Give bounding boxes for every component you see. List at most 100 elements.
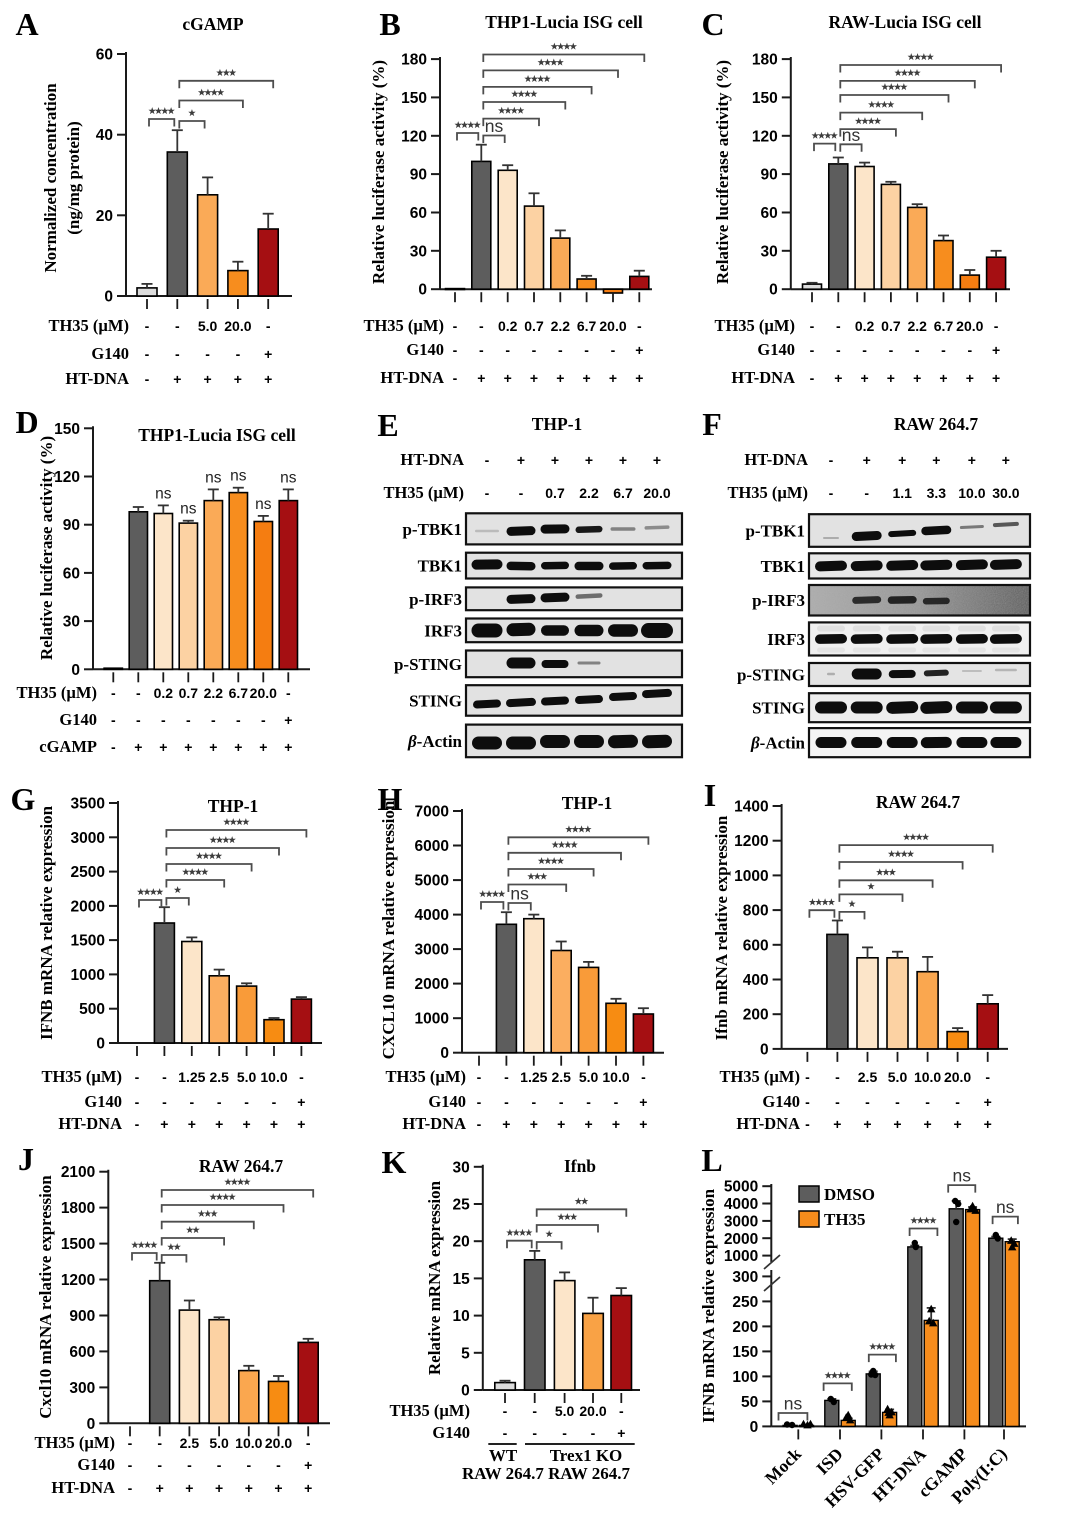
svg-text:-: - [479,318,484,334]
svg-text:2000: 2000 [415,976,449,993]
svg-text:ns: ns [996,1197,1015,1217]
svg-text:TBK1: TBK1 [761,557,805,576]
svg-text:+: + [653,452,661,468]
svg-text:cGAMP: cGAMP [39,737,97,756]
svg-text:C: C [701,6,724,42]
svg-text:10.0: 10.0 [602,1069,629,1085]
svg-text:0: 0 [418,282,427,299]
svg-text:+: + [245,1480,253,1496]
svg-text:cGAMP: cGAMP [182,14,244,34]
svg-text:-: - [532,342,537,358]
svg-text:-: - [889,342,894,358]
svg-text:-: - [175,346,180,362]
svg-text:0: 0 [104,289,113,306]
svg-text:1500: 1500 [61,1236,95,1253]
svg-text:-: - [485,485,490,501]
svg-text:90: 90 [761,167,778,184]
svg-text:2000: 2000 [724,1231,758,1248]
svg-text:G140: G140 [406,340,444,359]
svg-text:2.5: 2.5 [551,1069,571,1085]
svg-text:0.2: 0.2 [855,318,875,334]
svg-text:G140: G140 [91,344,129,363]
svg-text:-: - [641,1069,646,1085]
svg-text:+: + [887,370,895,386]
svg-text:+: + [159,739,167,755]
svg-text:-: - [244,1094,249,1110]
svg-text:+: + [243,1116,251,1132]
svg-text:+: + [992,342,1000,358]
svg-text:THP1-Lucia ISG cell: THP1-Lucia ISG cell [485,12,643,32]
svg-text:1.25: 1.25 [178,1069,205,1085]
svg-text:Relative luciferase activity: Relative luciferase activity (%) [37,436,56,660]
svg-text:-: - [205,346,210,362]
svg-text:10.0: 10.0 [235,1435,262,1451]
svg-text:5.0: 5.0 [555,1403,575,1419]
svg-text:20.0: 20.0 [579,1403,606,1419]
svg-text:-: - [805,1116,810,1132]
svg-text:TH35 (µM): TH35 (µM) [719,1067,800,1086]
svg-text:-: - [829,452,834,468]
svg-text:-: - [810,342,815,358]
svg-text:+: + [863,1116,871,1132]
svg-text:IRF3: IRF3 [767,630,805,649]
svg-text:-: - [504,1094,509,1110]
svg-text:120: 120 [752,128,778,145]
svg-text:2.5: 2.5 [209,1069,229,1085]
svg-text:200: 200 [743,1007,769,1024]
svg-text:+: + [913,370,921,386]
svg-text:90: 90 [63,517,80,534]
svg-text:0: 0 [87,1416,96,1433]
svg-text:-: - [145,371,150,387]
svg-text:+: + [274,1480,282,1496]
svg-text:-: - [994,318,999,334]
svg-text:500: 500 [79,1001,105,1018]
svg-text:ns: ns [205,469,222,486]
svg-text:-: - [157,1457,162,1473]
svg-text:-: - [614,1094,619,1110]
svg-text:-: - [157,1435,162,1451]
svg-text:600: 600 [69,1344,95,1361]
svg-text:-: - [477,1116,482,1132]
svg-text:30: 30 [410,243,427,260]
svg-text:180: 180 [401,52,427,69]
svg-text:1000: 1000 [415,1011,449,1028]
svg-text:B: B [379,6,400,42]
svg-text:60: 60 [96,47,113,64]
svg-text:0.7: 0.7 [545,485,565,501]
svg-text:900: 900 [69,1308,95,1325]
svg-text:-: - [477,1094,482,1110]
svg-text:+: + [185,1480,193,1496]
svg-text:5.0: 5.0 [198,318,218,334]
svg-text:TBK1: TBK1 [418,557,462,576]
svg-text:50: 50 [741,1394,758,1411]
svg-text:0.7: 0.7 [524,318,544,334]
svg-text:3000: 3000 [724,1213,758,1230]
svg-text:-: - [135,1094,140,1110]
svg-text:150: 150 [401,90,427,107]
svg-text:150: 150 [732,1344,758,1361]
svg-text:TH35 (µM): TH35 (µM) [48,316,129,335]
svg-text:-: - [111,685,116,701]
svg-text:2.5: 2.5 [858,1069,878,1085]
svg-text:+: + [924,1116,932,1132]
svg-text:+: + [984,1116,992,1132]
svg-text:20.0: 20.0 [599,318,626,334]
svg-text:-: - [504,1069,509,1085]
svg-text:-: - [835,1094,840,1110]
svg-text:5000: 5000 [724,1179,758,1196]
svg-text:+: + [209,739,217,755]
svg-text:-: - [985,1069,990,1085]
svg-text:+: + [893,1116,901,1132]
svg-text:-: - [453,370,458,386]
svg-text:+: + [215,1480,223,1496]
svg-text:+: + [204,371,212,387]
svg-text:+: + [635,370,643,386]
svg-text:+: + [284,739,292,755]
svg-text:G140: G140 [428,1092,466,1111]
svg-text:G140: G140 [762,1092,800,1111]
svg-text:3.3: 3.3 [927,485,947,501]
svg-text:+: + [583,370,591,386]
svg-text:1500: 1500 [71,933,105,950]
svg-text:p-STING: p-STING [394,655,462,674]
svg-text:ns: ns [485,116,504,136]
